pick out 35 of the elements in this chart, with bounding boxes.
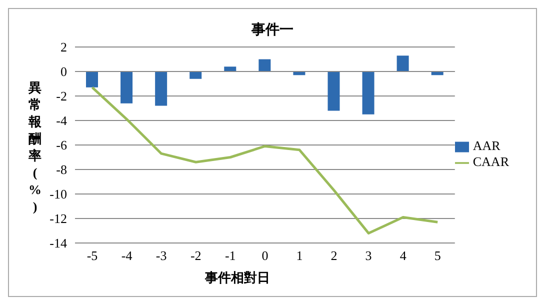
y-tick-label: -10: [50, 186, 67, 202]
line-series: [91, 86, 439, 234]
x-tick-label: -1: [224, 248, 236, 264]
x-tick-label: 2: [330, 248, 338, 264]
legend-label: AAR: [472, 138, 500, 153]
y-tick-label: 2: [60, 40, 67, 55]
bar: [120, 72, 133, 104]
chart-title: 事件一: [250, 21, 294, 39]
bar: [190, 72, 202, 79]
y-tick-label: -4: [56, 113, 68, 128]
y-tick-label: -6: [56, 138, 68, 153]
y-axis-title: 異常報酬率(%): [28, 79, 42, 215]
y-tick-label: -2: [56, 88, 67, 104]
bar: [328, 72, 340, 111]
x-axis-title: 事件相對日: [204, 269, 271, 287]
x-tick-label: -2: [190, 248, 202, 264]
x-tick-label: 3: [365, 248, 372, 264]
x-tick-label: -3: [156, 248, 167, 264]
bar: [258, 59, 271, 72]
bar: [86, 72, 98, 88]
x-tick-label: 1: [296, 248, 303, 264]
bar: [224, 66, 236, 72]
y-tick-label: 0: [60, 64, 67, 80]
bar: [362, 72, 374, 114]
y-tick-label: -12: [50, 211, 67, 226]
x-tick-label: 5: [434, 248, 441, 264]
x-tick-label: -4: [121, 248, 133, 264]
y-tick-label: -8: [56, 162, 67, 178]
x-tick-label: 4: [400, 248, 407, 264]
bar: [396, 56, 409, 72]
legend-label: CAAR: [472, 154, 509, 169]
bar: [155, 72, 168, 106]
x-tick-label: 0: [262, 248, 268, 264]
y-tick-label: -14: [50, 236, 68, 251]
x-tick-label: -5: [86, 248, 98, 264]
